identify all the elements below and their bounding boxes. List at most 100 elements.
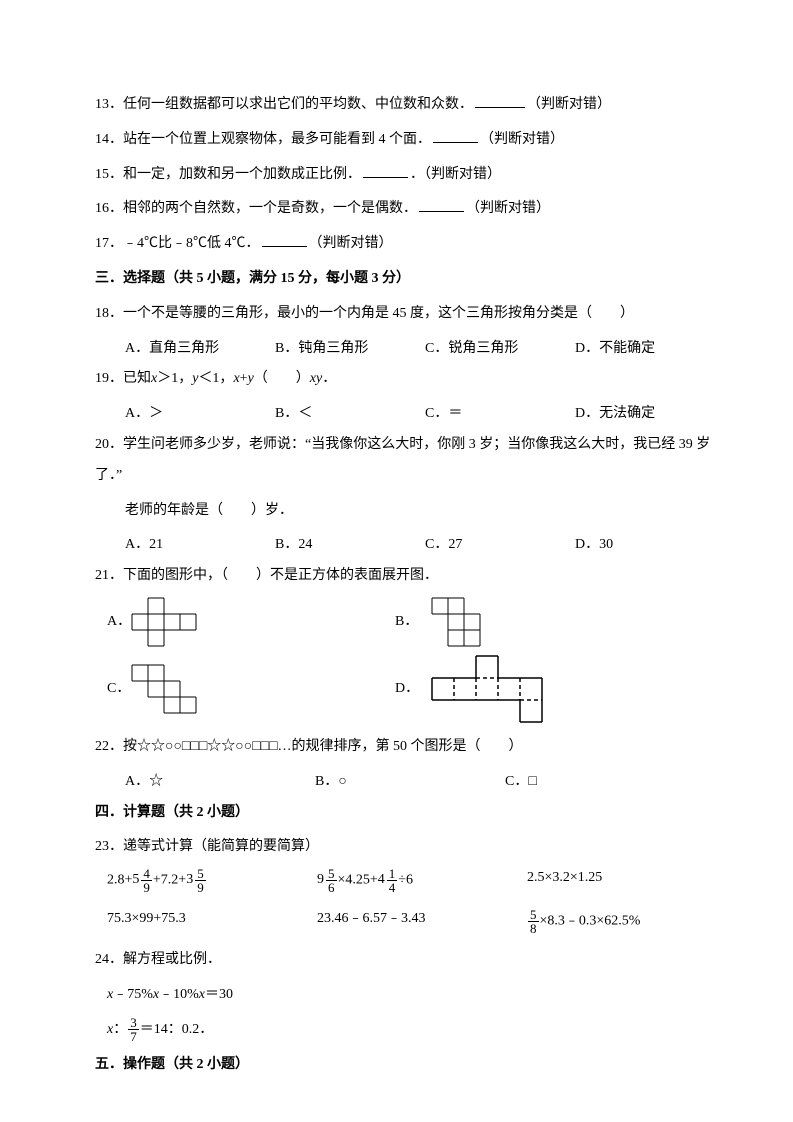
q18-opt-b[interactable]: B．钝角三角形 [275, 334, 425, 365]
q16-text: 相邻的两个自然数，一个是奇数，一个是偶数． [123, 201, 417, 216]
q17-suffix: （判断对错） [309, 236, 393, 251]
calc-r1c3: 2.5×3.2×1.25 [527, 867, 707, 894]
mix3-w: 9 [317, 869, 324, 891]
q24-eq1: x﹣75%x﹣10%x＝30 [95, 980, 713, 1011]
calc-r1c1-b: +7.2+ [153, 873, 186, 888]
f37-d: 7 [128, 1030, 139, 1043]
mix3-d: 6 [326, 881, 337, 894]
question-20: 20．学生问老师多少岁，老师说：“当我像你这么大时，你刚 3 岁；当你像我这么大… [95, 430, 713, 492]
question-22: 22．按☆☆○○□□□☆☆○○□□□…的规律排序，第 50 个图形是（ ） [95, 732, 713, 763]
q16-blank[interactable] [419, 198, 464, 212]
exam-page: 13．任何一组数据都可以求出它们的平均数、中位数和众数．（判断对错） 14．站在… [0, 0, 793, 1122]
q13-suffix: （判断对错） [527, 97, 611, 112]
q22-opt-c[interactable]: C．□ [505, 767, 695, 798]
q22-opt-a[interactable]: A．☆ [125, 767, 315, 798]
q18-text: 一个不是等腰的三角形，最小的一个内角是 45 度，这个三角形按角分类是（ ） [123, 306, 634, 321]
q16-suffix: （判断对错） [466, 201, 550, 216]
section-5-heading: 五．操作题（共 2 小题） [95, 1050, 713, 1081]
q24-num: 24． [95, 952, 123, 967]
mixed-2: 359 [186, 867, 207, 894]
q19-options: A．＞ B．＜ C．＝ D．无法确定 [95, 399, 713, 430]
q14-blank[interactable] [433, 129, 478, 143]
calc-r1c1: 2.8+549+7.2+359 [107, 867, 317, 894]
q19-opt-d[interactable]: D．无法确定 [575, 399, 725, 430]
q19-lt: ＜1， [198, 371, 233, 386]
q18-options: A．直角三角形 B．钝角三角形 C．锐角三角形 D．不能确定 [95, 334, 713, 365]
q13-num: 13． [95, 97, 123, 112]
question-14: 14．站在一个位置上观察物体，最多可能看到 4 个面．（判断对错） [95, 125, 713, 156]
q20-opt-a[interactable]: A．21 [125, 530, 275, 561]
cube-net-c[interactable] [130, 663, 198, 715]
q21-row1: A． B． [95, 596, 713, 648]
f37-n: 3 [128, 1016, 139, 1030]
q20-line2: 老师的年龄是（ ）岁． [95, 496, 713, 527]
mix1-d: 9 [141, 881, 152, 894]
q19-end: ． [322, 371, 336, 386]
q15-dot: ． [410, 167, 424, 182]
q21-row2: C． D． [95, 654, 713, 724]
q20-num: 20． [95, 437, 123, 452]
q13-text: 任何一组数据都可以求出它们的平均数、中位数和众数． [123, 97, 473, 112]
mix2-n: 5 [195, 867, 206, 881]
q24-eq2: x：37＝14：0.2． [95, 1015, 713, 1046]
q19-plus: + [240, 371, 248, 386]
q20-opt-c[interactable]: C．27 [425, 530, 575, 561]
question-21: 21．下面的图形中，（ ）不是正方体的表面展开图． [95, 561, 713, 592]
calc-grid: 2.8+549+7.2+359 956×4.25+414÷6 2.5×3.2×1… [95, 867, 713, 935]
mix1-w: 5 [132, 869, 139, 891]
mix3-n: 5 [326, 867, 337, 881]
mix2-d: 9 [195, 881, 206, 894]
q20-opt-d[interactable]: D．30 [575, 530, 725, 561]
question-16: 16．相邻的两个自然数，一个是奇数，一个是偶数．（判断对错） [95, 194, 713, 225]
q13-blank[interactable] [475, 94, 525, 108]
section-4-heading: 四．计算题（共 2 小题） [95, 798, 713, 829]
question-13: 13．任何一组数据都可以求出它们的平均数、中位数和众数． （判断对错） [95, 90, 713, 121]
cube-net-d[interactable] [430, 654, 544, 724]
section-3-heading: 三．选择题（共 5 小题，满分 15 分，每小题 3 分） [95, 264, 713, 295]
q17-blank[interactable] [262, 233, 307, 247]
q15-num: 15． [95, 167, 123, 182]
q21-label-b: B． [395, 607, 430, 638]
q21-num: 21． [95, 568, 123, 583]
calc-r2c3: 58×8.3﹣0.3×62.5% [527, 908, 707, 935]
q21-label-c: C． [95, 674, 130, 705]
f58-d: 8 [528, 922, 539, 935]
q21-text: 下面的图形中，（ ）不是正方体的表面展开图． [123, 568, 438, 583]
q18-num: 18． [95, 306, 123, 321]
question-23: 23．递等式计算（能简算的要简算） [95, 832, 713, 863]
f58-n: 5 [528, 908, 539, 922]
cube-net-a[interactable] [130, 596, 198, 648]
q22-text: 按☆☆○○□□□☆☆○○□□□…的规律排序，第 50 个图形是（ ） [123, 739, 523, 754]
q19-opt-b[interactable]: B．＜ [275, 399, 425, 430]
calc-r1c2-b: ÷6 [398, 873, 413, 888]
q15-suffix: （判断对错） [424, 167, 501, 182]
q18-opt-d[interactable]: D．不能确定 [575, 334, 725, 365]
mix4-w: 4 [378, 869, 385, 891]
q23-text: 递等式计算（能简算的要简算） [123, 839, 319, 854]
cube-net-b[interactable] [430, 596, 482, 648]
q18-opt-c[interactable]: C．锐角三角形 [425, 334, 575, 365]
q19-opt-c[interactable]: C．＝ [425, 399, 575, 430]
q18-opt-a[interactable]: A．直角三角形 [125, 334, 275, 365]
q14-text: 站在一个位置上观察物体，最多可能看到 4 个面． [123, 132, 431, 147]
frac-37: 37 [128, 1016, 139, 1043]
q15-blank[interactable] [363, 164, 408, 178]
q21-label-d: D． [395, 674, 430, 705]
q23-num: 23． [95, 839, 123, 854]
eq2-colon: ： [113, 1022, 127, 1037]
calc-r2c1: 75.3×99+75.3 [107, 908, 317, 935]
q20-line1: 学生问老师多少岁，老师说：“当我像你这么大时，你刚 3 岁；当你像我这么大时，我… [95, 437, 710, 483]
mixed-4: 414 [378, 867, 399, 894]
q22-opt-b[interactable]: B．○ [315, 767, 505, 798]
eq1-b: ﹣75% [113, 987, 153, 1002]
mix4-d: 4 [387, 881, 398, 894]
q20-opt-b[interactable]: B．24 [275, 530, 425, 561]
q19-opt-a[interactable]: A．＞ [125, 399, 275, 430]
eq1-f: ＝30 [205, 987, 233, 1002]
frac-58: 58 [528, 908, 539, 935]
question-17: 17．﹣4℃比﹣8℃低 4℃．（判断对错） [95, 229, 713, 260]
q22-num: 22． [95, 739, 123, 754]
q19-paren: （ ） [254, 371, 310, 386]
q14-suffix: （判断对错） [480, 132, 564, 147]
eq2-rest: ＝14：0.2． [140, 1022, 214, 1037]
